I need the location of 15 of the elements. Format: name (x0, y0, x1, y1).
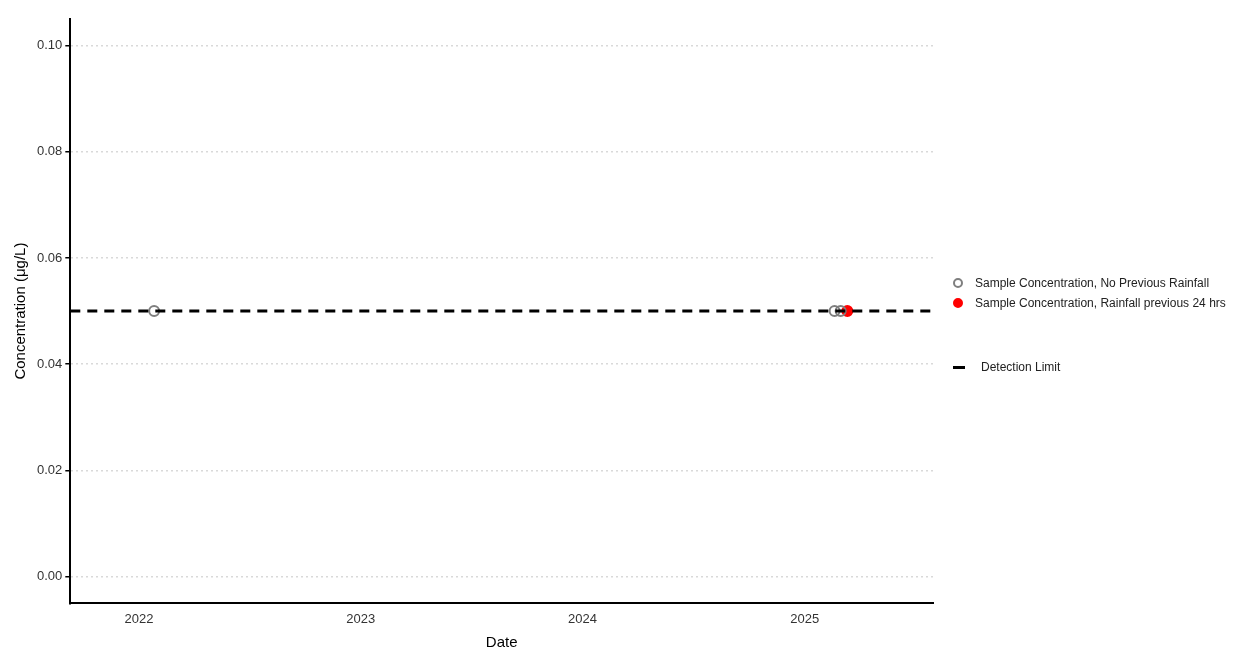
x-tick-label: 2024 (567, 610, 597, 626)
y-tick-label: 0.08 (36, 143, 63, 159)
legend-label: Sample Concentration, No Previous Rainfall (975, 276, 1210, 290)
x-axis-title: Date (485, 633, 518, 651)
legend-label: Detection Limit (981, 360, 1061, 374)
legend-label: Sample Concentration, Rainfall previous 24 hrs (975, 296, 1226, 310)
y-tick-label: 0.00 (36, 568, 63, 584)
x-tick-label: 2025 (790, 610, 820, 626)
x-tick-label: 2022 (124, 610, 154, 626)
y-axis-title: Concentration (μg/L) (11, 242, 29, 380)
x-tick-label: 2023 (346, 610, 376, 626)
y-tick-label: 0.02 (36, 462, 63, 478)
y-tick-label: 0.10 (36, 36, 63, 52)
y-tick-label: 0.06 (36, 249, 63, 265)
y-tick-label: 0.04 (36, 355, 63, 371)
